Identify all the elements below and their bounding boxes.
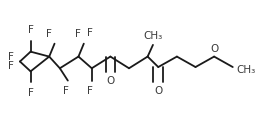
Text: O: O: [154, 86, 163, 96]
Text: F: F: [28, 25, 34, 35]
Text: F: F: [8, 52, 14, 62]
Text: F: F: [46, 29, 52, 39]
Text: O: O: [106, 76, 115, 86]
Text: CH₃: CH₃: [143, 31, 163, 41]
Text: F: F: [87, 28, 93, 38]
Text: O: O: [210, 44, 218, 54]
Text: CH₃: CH₃: [237, 65, 256, 75]
Text: F: F: [28, 88, 34, 98]
Text: F: F: [8, 61, 14, 71]
Text: F: F: [63, 86, 69, 96]
Text: F: F: [75, 29, 81, 39]
Text: F: F: [87, 86, 93, 96]
